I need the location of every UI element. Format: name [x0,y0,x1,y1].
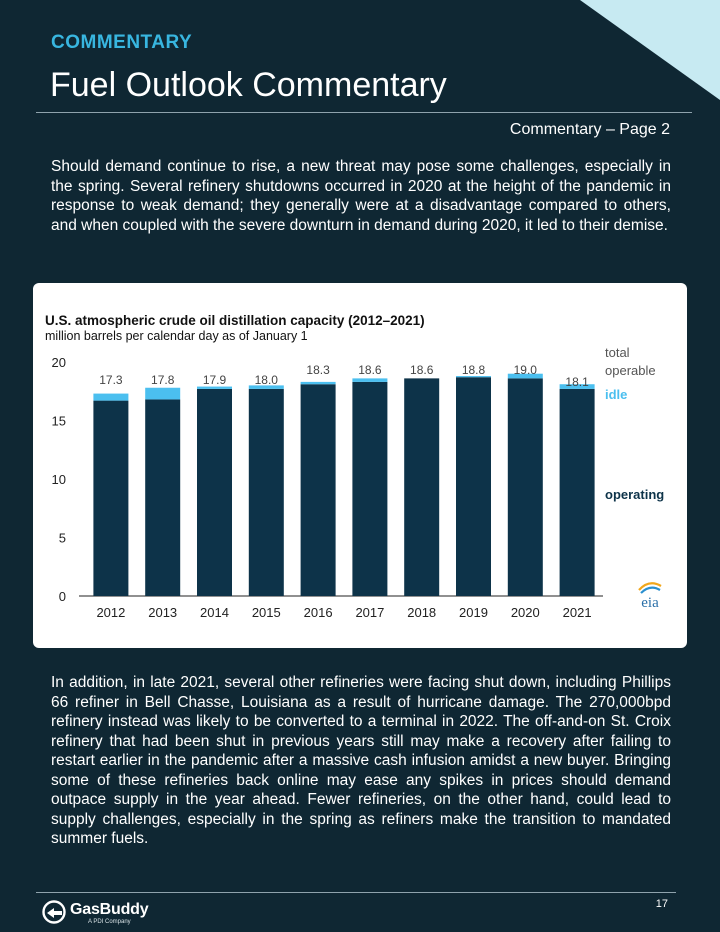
logo-tagline: A PDI Company [88,919,131,925]
corner-accent [580,0,720,100]
bar-operating-2017 [352,381,388,596]
commentary-paragraph-2: In addition, in late 2021, several other… [51,674,671,847]
x-tick-label: 2017 [355,605,384,620]
header-divider [36,112,692,113]
x-tick-label: 2014 [200,605,229,620]
x-tick-label: 2013 [148,605,177,620]
bar-operating-2019 [456,377,491,596]
bar-idle-2019 [456,376,491,378]
gasbuddy-logo-icon [42,900,66,924]
bar-operating-2015 [248,388,284,596]
y-tick-label: 0 [59,589,66,604]
y-tick-label: 20 [52,355,66,370]
gasbuddy-logo: GasBuddy A PDI Company [42,898,172,928]
eia-logo: eia [641,595,659,611]
logo-wordmark: GasBuddy [70,901,149,918]
total-value-label: 18.0 [255,373,279,387]
x-tick-label: 2012 [96,605,125,620]
bar-idle-2020 [507,373,543,379]
bar-operating-2013 [145,399,181,596]
x-tick-label: 2016 [304,605,333,620]
x-tick-label: 2015 [252,605,281,620]
bar-idle-2016 [300,381,336,385]
y-tick-label: 15 [52,414,66,429]
bar-operating-2018 [404,378,440,596]
x-tick-label: 2021 [563,605,592,620]
eia-logo-arc-blue [640,586,661,594]
bar-idle-2013 [145,387,181,400]
legend-total: total [605,345,630,360]
bar-operating-2012 [93,400,129,596]
capacity-chart: 0 5 10 15 20 2012 17.3 2013 17.8 2014 17.9 2015 18.0… [33,283,687,648]
footer-divider [36,892,676,893]
bar-idle-2017 [352,378,388,382]
total-value-label: 19.0 [514,363,538,377]
page-number: 17 [655,898,668,910]
chart-canvas: 0 5 10 15 20 2012 17.3 2013 17.8 2014 17.9 2015 18.0… [52,345,665,620]
bar-operating-2014 [197,388,232,596]
legend-operable: operable [605,363,656,378]
x-tick-label: 2020 [511,605,540,620]
legend-operating: operating [605,487,664,502]
total-value-label: 17.9 [203,373,227,387]
legend-idle: idle [605,387,627,402]
x-tick-label: 2019 [459,605,488,620]
eia-logo-arc-orange [638,582,662,591]
total-value-label: 17.8 [151,373,175,387]
bar-idle-2015 [248,385,284,389]
total-value-label: 18.8 [462,363,486,377]
chart-subtitle: million barrels per calendar day as of J… [45,329,308,343]
y-tick-label: 10 [52,472,66,487]
bar-idle-2014 [197,386,232,389]
total-value-label: 18.1 [565,375,589,389]
bar-idle-2012 [93,393,129,401]
bar-idle-2021 [559,384,595,389]
total-value-label: 18.6 [358,363,382,377]
bar-operating-2020 [507,378,543,596]
bar-operating-2016 [300,384,336,596]
total-value-label: 18.3 [306,363,330,377]
total-value-label: 18.6 [410,363,434,377]
commentary-paragraph-1: Should demand continue to rise, a new th… [51,158,671,234]
page-title: Fuel Outlook Commentary [50,66,447,104]
section-label: COMMENTARY [51,32,193,53]
y-tick-label: 5 [59,531,66,546]
page-reference: Commentary – Page 2 [509,121,670,138]
chart-title: U.S. atmospheric crude oil distillation … [45,313,425,328]
x-tick-label: 2018 [407,605,436,620]
total-value-label: 17.3 [99,373,123,387]
bar-operating-2021 [559,388,595,596]
